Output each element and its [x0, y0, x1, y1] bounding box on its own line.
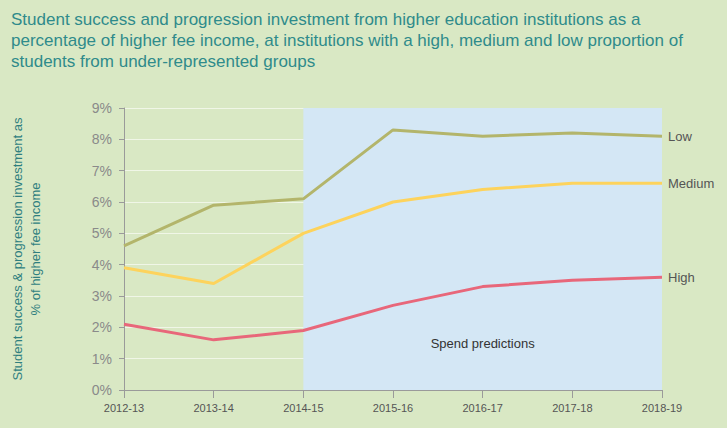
- svg-text:2014-15: 2014-15: [283, 402, 323, 414]
- svg-text:Medium: Medium: [668, 176, 714, 191]
- svg-text:Low: Low: [668, 129, 692, 144]
- svg-text:5%: 5%: [92, 225, 112, 241]
- svg-text:1%: 1%: [92, 351, 112, 367]
- svg-text:students from under-represente: students from under-represented groups: [11, 52, 315, 71]
- svg-text:0%: 0%: [92, 382, 112, 398]
- svg-text:4%: 4%: [92, 257, 112, 273]
- svg-text:8%: 8%: [92, 131, 112, 147]
- svg-text:3%: 3%: [92, 288, 112, 304]
- svg-text:2017-18: 2017-18: [552, 402, 592, 414]
- svg-text:6%: 6%: [92, 194, 112, 210]
- svg-text:2012-13: 2012-13: [104, 402, 144, 414]
- svg-text:Student success and progressio: Student success and progression investme…: [11, 10, 645, 29]
- svg-text:2%: 2%: [92, 319, 112, 335]
- svg-text:7%: 7%: [92, 163, 112, 179]
- svg-text:High: High: [668, 270, 695, 285]
- svg-text:Student success & progression: Student success & progression investment…: [10, 117, 25, 381]
- svg-text:9%: 9%: [92, 100, 112, 116]
- svg-text:2015-16: 2015-16: [373, 402, 413, 414]
- svg-text:Spend predictions: Spend predictions: [431, 336, 536, 351]
- svg-text:2018-19: 2018-19: [642, 402, 682, 414]
- svg-text:% of higher fee income: % of higher fee income: [28, 183, 43, 316]
- svg-text:2013-14: 2013-14: [193, 402, 233, 414]
- svg-text:2016-17: 2016-17: [462, 402, 502, 414]
- svg-text:percentage of higher fee incom: percentage of higher fee income, at inst…: [11, 31, 688, 50]
